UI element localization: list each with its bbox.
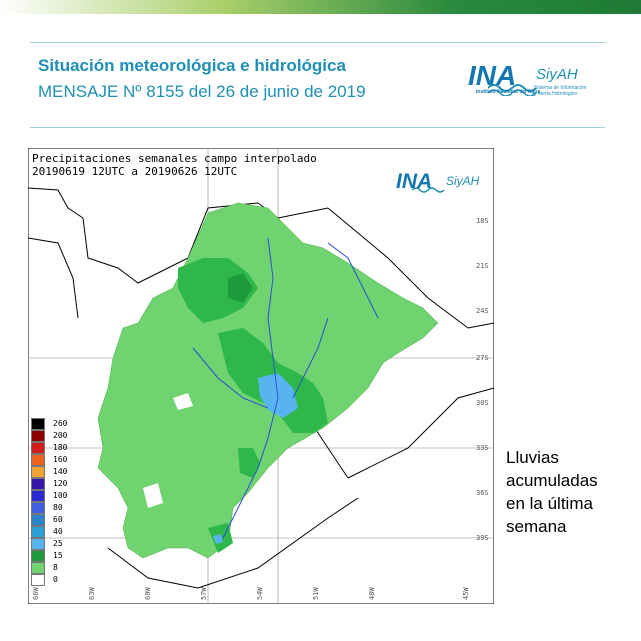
ina-logo-header: INA SiyAH Instituto Nacional del Agua Si… [468,60,608,110]
ina-org-name: Instituto Nacional del Agua [476,89,541,95]
lon-label: 60W [144,587,152,600]
legend-swatch [31,562,45,574]
legend-swatch [31,502,45,514]
legend-swatch [31,478,45,490]
map-title-line-2: 20190619 12UTC a 20190626 12UTC [32,165,237,178]
siyah-tagline-1: Sistema de Información [534,85,587,91]
legend-label: 140 [53,467,68,476]
precip-15mm-north [178,258,258,323]
latitude-labels: 18S 21S 24S 27S 30S 33S 36S 39S [476,217,489,542]
rivers [192,237,379,539]
precipitation-map: Precipitaciones semanales campo interpol… [27,147,496,605]
legend-label: 100 [53,491,68,500]
wave-icon [412,187,445,193]
caption-line: semana [506,517,567,536]
caption-line: Lluvias [506,448,559,467]
precip-15mm-dark [228,273,253,303]
legend-swatch [31,454,45,466]
lat-label: 30S [476,399,489,407]
legend-label: 25 [53,539,63,548]
caption-line: en la última [506,494,593,513]
ina-logo-text: INA [396,170,433,193]
legend-label: 60 [53,515,63,524]
caption-line: acumuladas [506,471,598,490]
lon-label: 57W [200,587,208,600]
header-top-rule [30,42,605,43]
lon-label: 48W [368,587,376,600]
page-title: Situación meteorológica e hidrológica [38,56,346,75]
legend-label: 15 [53,551,63,560]
lon-label: 63W [88,587,96,600]
lat-label: 39S [476,534,489,542]
lon-label: 51W [312,587,320,600]
lat-label: 33S [476,444,489,452]
top-gradient-bar [0,0,641,14]
legend-swatch [31,418,45,430]
precip-15mm-south [238,448,260,478]
header-bottom-rule [30,127,605,128]
legend-label: 260 [53,419,68,428]
legend-swatch [31,466,45,478]
ina-logo-map: INA SiyAH [396,170,496,210]
lat-label: 18S [476,217,489,225]
legend-swatch [31,490,45,502]
legend-swatch [31,514,45,526]
page-subtitle: MENSAJE Nº 8155 del 26 de junio de 2019 [38,82,366,101]
map-title-line-1: Precipitaciones semanales campo interpol… [32,152,317,165]
lat-label: 24S [476,307,489,315]
legend-swatch [31,550,45,562]
legend-label: 80 [53,503,63,512]
siyah-logo-text: SiyAH [446,174,480,188]
legend-swatch [31,574,45,586]
legend-swatch [31,442,45,454]
legend-label: 40 [53,527,63,536]
lon-label: 45W [462,587,470,600]
no-precip-patch-2 [143,483,163,508]
lat-label: 36S [476,489,489,497]
lat-label: 27S [476,354,489,362]
legend-label: 8 [53,563,58,572]
legend-label: 180 [53,443,68,452]
precipitation-field [97,202,439,559]
caption: Lluvias acumuladas en la última semana [506,446,598,538]
legend-swatch [31,526,45,538]
precipitation-map-svg: Precipitaciones semanales campo interpol… [27,147,495,605]
no-precip-patch [173,393,193,410]
legend-swatch [31,538,45,550]
lon-label: 54W [256,587,264,600]
legend-swatch [31,430,45,442]
legend-label: 200 [53,431,68,440]
legend-label: 0 [53,575,58,584]
lat-label: 21S [476,262,489,270]
wave-icon [488,84,537,96]
longitude-labels: 66W 63W 60W 57W 54W 51W 48W 45W [32,587,470,600]
legend-label: 120 [53,479,68,488]
siyah-tagline-2: y Alerta Hidrológico [534,91,578,97]
precip-25mm-delta [213,534,223,544]
lon-label: 66W [32,587,40,600]
siyah-logo-text: SiyAH [536,66,578,83]
legend-label: 160 [53,455,68,464]
